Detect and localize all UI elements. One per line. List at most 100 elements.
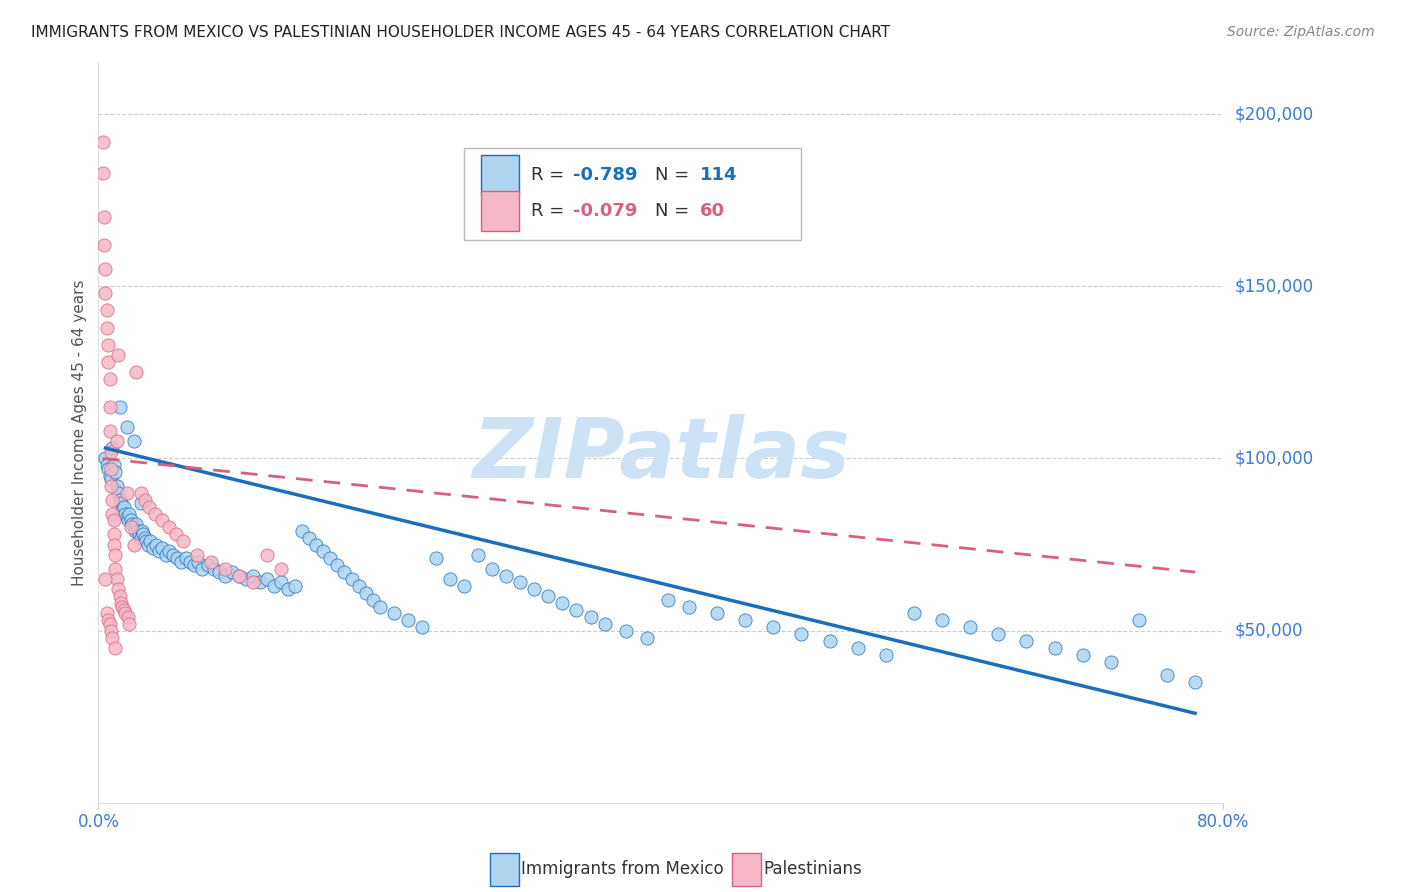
Point: [270, 561, 292, 575]
Point: [101, 507, 124, 521]
Point: [120, 520, 142, 534]
Point: [242, 575, 264, 590]
Text: $200,000: $200,000: [1234, 105, 1313, 123]
Text: Immigrants from Mexico: Immigrants from Mexico: [522, 861, 724, 879]
Point: [846, 640, 869, 655]
Point: [150, 541, 173, 555]
Point: [100, 462, 122, 476]
Point: [101, 441, 124, 455]
Point: [312, 544, 335, 558]
Point: [103, 527, 125, 541]
Point: [96, 303, 118, 318]
Point: [790, 627, 813, 641]
Point: [120, 513, 142, 527]
Point: [305, 537, 328, 551]
Point: [97, 338, 120, 352]
Point: [105, 434, 128, 449]
Point: [903, 607, 925, 621]
Point: [115, 420, 138, 434]
Point: [183, 558, 205, 573]
Text: N =: N =: [655, 202, 695, 219]
Point: [202, 561, 225, 575]
Point: [107, 486, 129, 500]
Point: [411, 620, 433, 634]
Point: [145, 537, 167, 551]
Point: [111, 503, 134, 517]
Point: [284, 579, 307, 593]
Y-axis label: Householder Income Ages 45 - 64 years: Householder Income Ages 45 - 64 years: [72, 279, 87, 586]
Point: [105, 479, 128, 493]
Point: [103, 513, 125, 527]
Point: [166, 551, 188, 566]
Point: [118, 507, 141, 521]
Point: [112, 603, 135, 617]
Point: [593, 616, 616, 631]
Point: [94, 572, 117, 586]
Point: [256, 548, 278, 562]
Text: Source: ZipAtlas.com: Source: ZipAtlas.com: [1227, 25, 1375, 39]
Point: [107, 348, 129, 362]
Point: [96, 607, 118, 621]
Point: [579, 610, 602, 624]
Point: [91, 166, 114, 180]
Point: [129, 496, 152, 510]
Text: $100,000: $100,000: [1234, 450, 1313, 467]
Point: [319, 551, 342, 566]
Point: [263, 579, 285, 593]
Point: [96, 458, 118, 473]
Point: [138, 500, 160, 514]
Point: [148, 544, 170, 558]
Point: [103, 458, 125, 473]
Point: [249, 575, 271, 590]
Point: [157, 544, 180, 558]
Point: [101, 492, 124, 507]
Point: [333, 565, 356, 579]
Point: [108, 589, 131, 603]
Point: [94, 262, 117, 277]
Point: [134, 492, 156, 507]
Text: R =: R =: [531, 166, 571, 184]
Text: Palestinians: Palestinians: [763, 861, 862, 879]
Point: [127, 524, 149, 538]
Point: [118, 616, 141, 631]
Point: [1043, 640, 1066, 655]
Point: [115, 486, 138, 500]
Point: [124, 524, 146, 538]
Point: [1156, 668, 1178, 682]
FancyBboxPatch shape: [481, 191, 519, 230]
Point: [818, 634, 841, 648]
Point: [110, 596, 132, 610]
Point: [104, 561, 127, 575]
Point: [103, 537, 125, 551]
Point: [495, 568, 517, 582]
Point: [208, 565, 231, 579]
Point: [228, 568, 250, 582]
Point: [117, 610, 139, 624]
Point: [706, 607, 728, 621]
Point: [298, 531, 321, 545]
Text: IMMIGRANTS FROM MEXICO VS PALESTINIAN HOUSEHOLDER INCOME AGES 45 - 64 YEARS CORR: IMMIGRANTS FROM MEXICO VS PALESTINIAN HO…: [31, 25, 890, 40]
Point: [112, 500, 135, 514]
Point: [157, 520, 180, 534]
Point: [105, 572, 128, 586]
Point: [762, 620, 785, 634]
Point: [100, 624, 122, 638]
Point: [523, 582, 546, 597]
Point: [117, 513, 139, 527]
Point: [174, 551, 197, 566]
Point: [277, 582, 299, 597]
Point: [1184, 675, 1206, 690]
Text: -0.079: -0.079: [574, 202, 637, 219]
Point: [100, 472, 122, 486]
Text: R =: R =: [531, 202, 571, 219]
Point: [93, 238, 115, 252]
Point: [91, 135, 114, 149]
Point: [657, 592, 679, 607]
Point: [131, 524, 153, 538]
Point: [94, 451, 117, 466]
Point: [162, 548, 184, 562]
Point: [347, 579, 370, 593]
Point: [382, 607, 405, 621]
Text: -0.789: -0.789: [574, 166, 637, 184]
Point: [150, 513, 173, 527]
